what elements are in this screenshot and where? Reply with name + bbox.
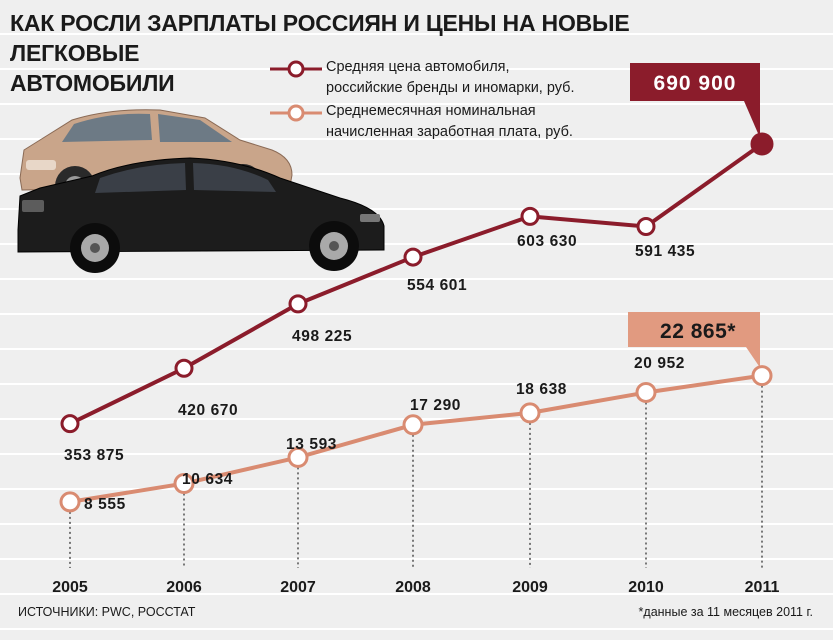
price-data-label: 353 875	[64, 447, 124, 464]
price-data-point	[750, 132, 774, 156]
x-tick-label: 2007	[280, 579, 316, 596]
price-data-point	[174, 358, 194, 378]
wage-data-label: 10 634	[182, 471, 233, 488]
x-tick-label: 2005	[52, 579, 88, 596]
legend-price-line-2: российские бренды и иномарки, руб.	[326, 80, 575, 96]
wage-badge-label: 22 865*	[660, 320, 736, 343]
price-data-point	[520, 206, 540, 226]
title-line-1: КАК РОСЛИ ЗАРПЛАТЫ РОССИЯН И ЦЕНЫ НА НОВ…	[10, 10, 630, 66]
legend-price-line-1: Средняя цена автомобиля,	[326, 59, 510, 75]
price-data-point	[288, 294, 308, 314]
wage-badge	[628, 312, 760, 347]
wage-data-point	[635, 381, 657, 403]
price-badge	[630, 63, 760, 101]
price-data-label: 420 670	[178, 402, 238, 419]
wage-badge-pointer	[746, 347, 760, 368]
price-data-point	[60, 414, 80, 434]
wage-data-point	[59, 491, 81, 513]
legend-wage-line-2: начисленная заработная плата, руб.	[326, 124, 573, 140]
wage-data-point	[751, 365, 773, 387]
price-badge-pointer	[744, 101, 760, 138]
wage-data-point	[402, 414, 424, 436]
x-tick-label: 2008	[395, 579, 431, 596]
x-tick-label: 2011	[745, 579, 780, 596]
legend-swatch-price	[270, 60, 322, 78]
price-data-label: 603 630	[517, 233, 577, 250]
legend-swatch-wage	[270, 104, 322, 122]
wage-data-label: 8 555	[84, 496, 126, 513]
price-data-point	[403, 247, 423, 267]
wage-data-label: 13 593	[286, 436, 337, 453]
title-line-2: АВТОМОБИЛИ	[10, 70, 175, 96]
chart-title: КАК РОСЛИ ЗАРПЛАТЫ РОССИЯН И ЦЕНЫ НА НОВ…	[10, 8, 730, 98]
sources-note: ИСТОЧНИКИ: PWC, РОССТАТ	[18, 605, 196, 619]
x-tick-label: 2010	[628, 579, 664, 596]
price-data-label: 498 225	[292, 328, 352, 345]
price-badge-label: 690 900	[654, 72, 737, 95]
price-data-label: 591 435	[635, 243, 695, 260]
wage-data-point	[287, 446, 309, 468]
footnote: *данные за 11 месяцев 2011 г.	[638, 605, 813, 619]
wage-data-label: 20 952	[634, 355, 685, 372]
x-tick-label: 2006	[166, 579, 202, 596]
price-data-label: 554 601	[407, 277, 467, 294]
wage-data-point	[519, 402, 541, 424]
legend-wage-line-1: Среднемесячная номинальная	[326, 103, 536, 119]
wage-data-label: 18 638	[516, 381, 567, 398]
wage-data-point	[173, 473, 195, 495]
price-data-point	[636, 217, 656, 237]
wage-data-label: 17 290	[410, 397, 461, 414]
x-tick-label: 2009	[512, 579, 548, 596]
